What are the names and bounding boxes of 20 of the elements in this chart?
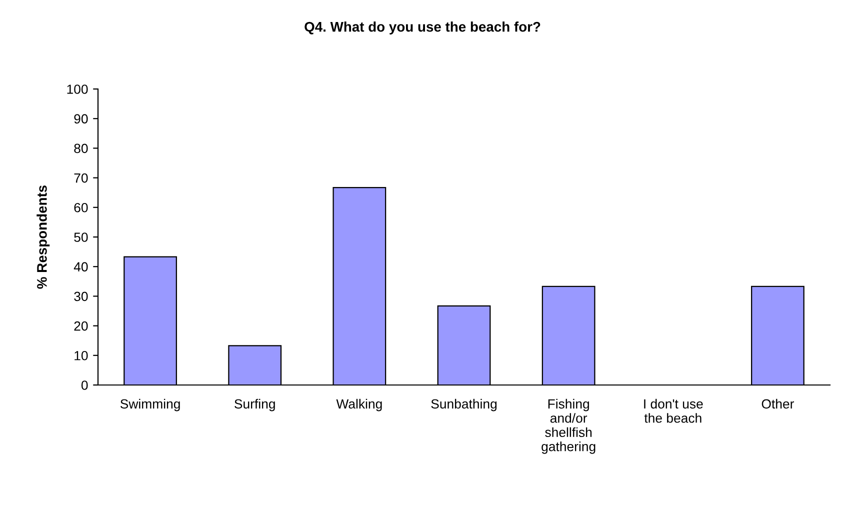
y-tick-label: 0 [81, 380, 88, 390]
y-tick-label: 20 [74, 321, 88, 331]
y-tick-label: 60 [74, 202, 88, 212]
y-tick-label: 50 [74, 232, 88, 242]
y-tick-label: 100 [67, 84, 88, 94]
x-tick-label: I don't use the beach [644, 398, 703, 423]
y-tick-label: 80 [74, 144, 88, 154]
y-tick-label: 30 [74, 292, 88, 302]
x-tick-label: Fishing and/or shellfish gathering [542, 398, 596, 454]
x-tick-label: Surfing [234, 398, 275, 412]
chart-title: Q4. What do you use the beach for? [304, 22, 540, 34]
y-tick-label: 10 [74, 350, 88, 360]
x-tick-label: Other [762, 398, 794, 409]
x-tick-label: Swimming [120, 398, 180, 412]
x-tick-label: Sunbathing [431, 398, 497, 412]
y-tick-label: 70 [74, 173, 88, 183]
y-axis-title: % Respondents [36, 185, 50, 289]
y-tick-label: 90 [74, 114, 88, 124]
x-tick-label: Walking [336, 398, 382, 412]
y-tick-label: 40 [74, 262, 88, 272]
